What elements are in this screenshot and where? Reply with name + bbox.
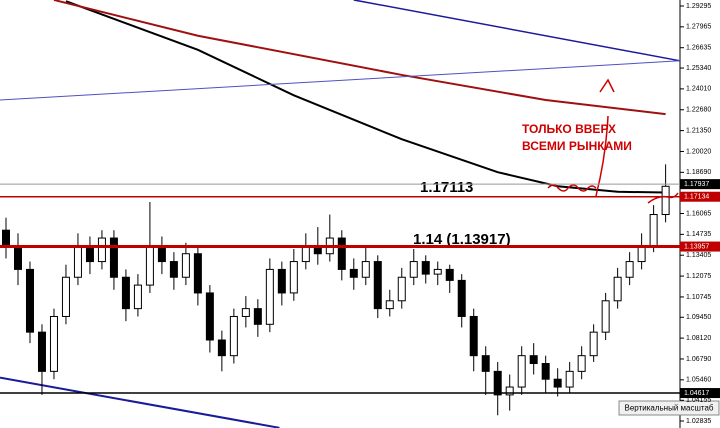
candle-body	[73, 245, 82, 278]
y-tick-label: 1.20020	[686, 148, 711, 155]
candle-body	[433, 268, 442, 275]
y-tick-label: 1.12075	[686, 273, 711, 280]
candle-body	[85, 245, 94, 263]
y-tick-label: 1.10745	[686, 294, 711, 301]
candle-body	[37, 331, 46, 372]
candle-body	[469, 315, 478, 357]
candle-body	[457, 279, 466, 317]
candle-body	[493, 370, 502, 396]
price-box	[680, 388, 720, 399]
candle-body	[193, 253, 202, 294]
price-box	[680, 191, 720, 202]
y-tick-label: 1.18690	[686, 169, 711, 176]
candle-body	[589, 331, 598, 357]
y-tick-label: 1.14735	[686, 231, 711, 238]
candle-body	[445, 268, 454, 281]
y-tick-label: 1.04155	[686, 397, 711, 404]
y-tick-label: 1.26635	[686, 45, 711, 52]
candle-body	[241, 308, 250, 317]
candle-body	[265, 268, 274, 325]
candle-body	[133, 284, 142, 310]
price-box-label: 1.04617	[684, 390, 709, 397]
price-box-label: 1.13957	[684, 243, 709, 250]
y-tick-label: 1.27965	[686, 24, 711, 31]
y-tick-label: 1.29295	[686, 3, 711, 10]
indicator-line	[0, 376, 280, 428]
indicator-line	[53, 0, 666, 116]
note: ВСЕМИ РЫНКАМИ	[522, 139, 632, 153]
candle-body	[385, 300, 394, 310]
candle-body	[109, 237, 118, 278]
y-tick-label: 1.08120	[686, 335, 711, 342]
candle-body	[373, 261, 382, 310]
candle-body	[1, 229, 10, 247]
candle-body	[49, 315, 58, 372]
candle-body	[409, 261, 418, 278]
candle-body	[169, 261, 178, 278]
candle-body	[301, 245, 310, 263]
note: ТОЛЬКО ВВЕРХ	[522, 122, 616, 136]
y-tick-label: 1.24010	[686, 86, 711, 93]
candle-body	[529, 355, 538, 365]
candle-body	[613, 276, 622, 302]
candle-body	[181, 253, 190, 278]
price-box-label: 1.17134	[684, 194, 709, 201]
candle-body	[577, 355, 586, 372]
candle-body	[145, 245, 154, 286]
y-tick-label: 1.09450	[686, 314, 711, 321]
indicator-line	[0, 60, 681, 101]
y-tick-label: 1.06790	[686, 356, 711, 363]
y-tick-label: 1.16065	[686, 210, 711, 217]
candle-body	[553, 378, 562, 388]
candle-body	[661, 185, 670, 216]
y-tick-label: 1.13405	[686, 252, 711, 259]
candle-body	[637, 245, 646, 263]
candle-body	[277, 268, 286, 294]
indicator-line	[65, 0, 666, 194]
candle-body	[397, 276, 406, 302]
candle-body	[289, 261, 298, 294]
annotation: 1.14 (1.13917)	[413, 231, 511, 248]
scale-button-label[interactable]: Вертикальный масштаб	[625, 404, 714, 413]
candle-body	[349, 268, 358, 278]
price-box-label: 1.17937	[684, 181, 709, 188]
annotation: 1.17113	[420, 179, 473, 196]
candle-body	[253, 308, 262, 325]
y-tick-label: 1.05460	[686, 377, 711, 384]
candle-body	[481, 355, 490, 372]
indicator-line	[353, 0, 681, 62]
candle-body	[361, 261, 370, 278]
candle-body	[421, 261, 430, 275]
squiggle	[547, 184, 597, 192]
candle-body	[157, 245, 166, 263]
candle-body	[217, 339, 226, 357]
candle-body	[505, 386, 514, 396]
candle-body	[541, 363, 550, 380]
candle-body	[565, 370, 574, 388]
candle-body	[649, 214, 658, 247]
y-tick-label: 1.22680	[686, 107, 711, 114]
y-tick-label: 1.25340	[686, 65, 711, 72]
y-tick-label: 1.02835	[686, 418, 711, 425]
plot-area	[0, 0, 681, 428]
candle-body	[601, 300, 610, 333]
arrow-up	[595, 78, 615, 197]
candle-body	[205, 292, 214, 341]
price-box	[680, 241, 720, 252]
candle-body	[625, 261, 634, 278]
price-box	[680, 179, 720, 190]
candle-body	[229, 315, 238, 357]
y-tick-label: 1.21350	[686, 127, 711, 134]
candle-body	[337, 237, 346, 270]
candle-body	[25, 268, 34, 333]
scale-button[interactable]	[618, 400, 720, 416]
candle-body	[61, 276, 70, 317]
candle-body	[517, 355, 526, 388]
candle-body	[97, 237, 106, 263]
candle-body	[121, 276, 130, 310]
candle-body	[13, 245, 22, 270]
